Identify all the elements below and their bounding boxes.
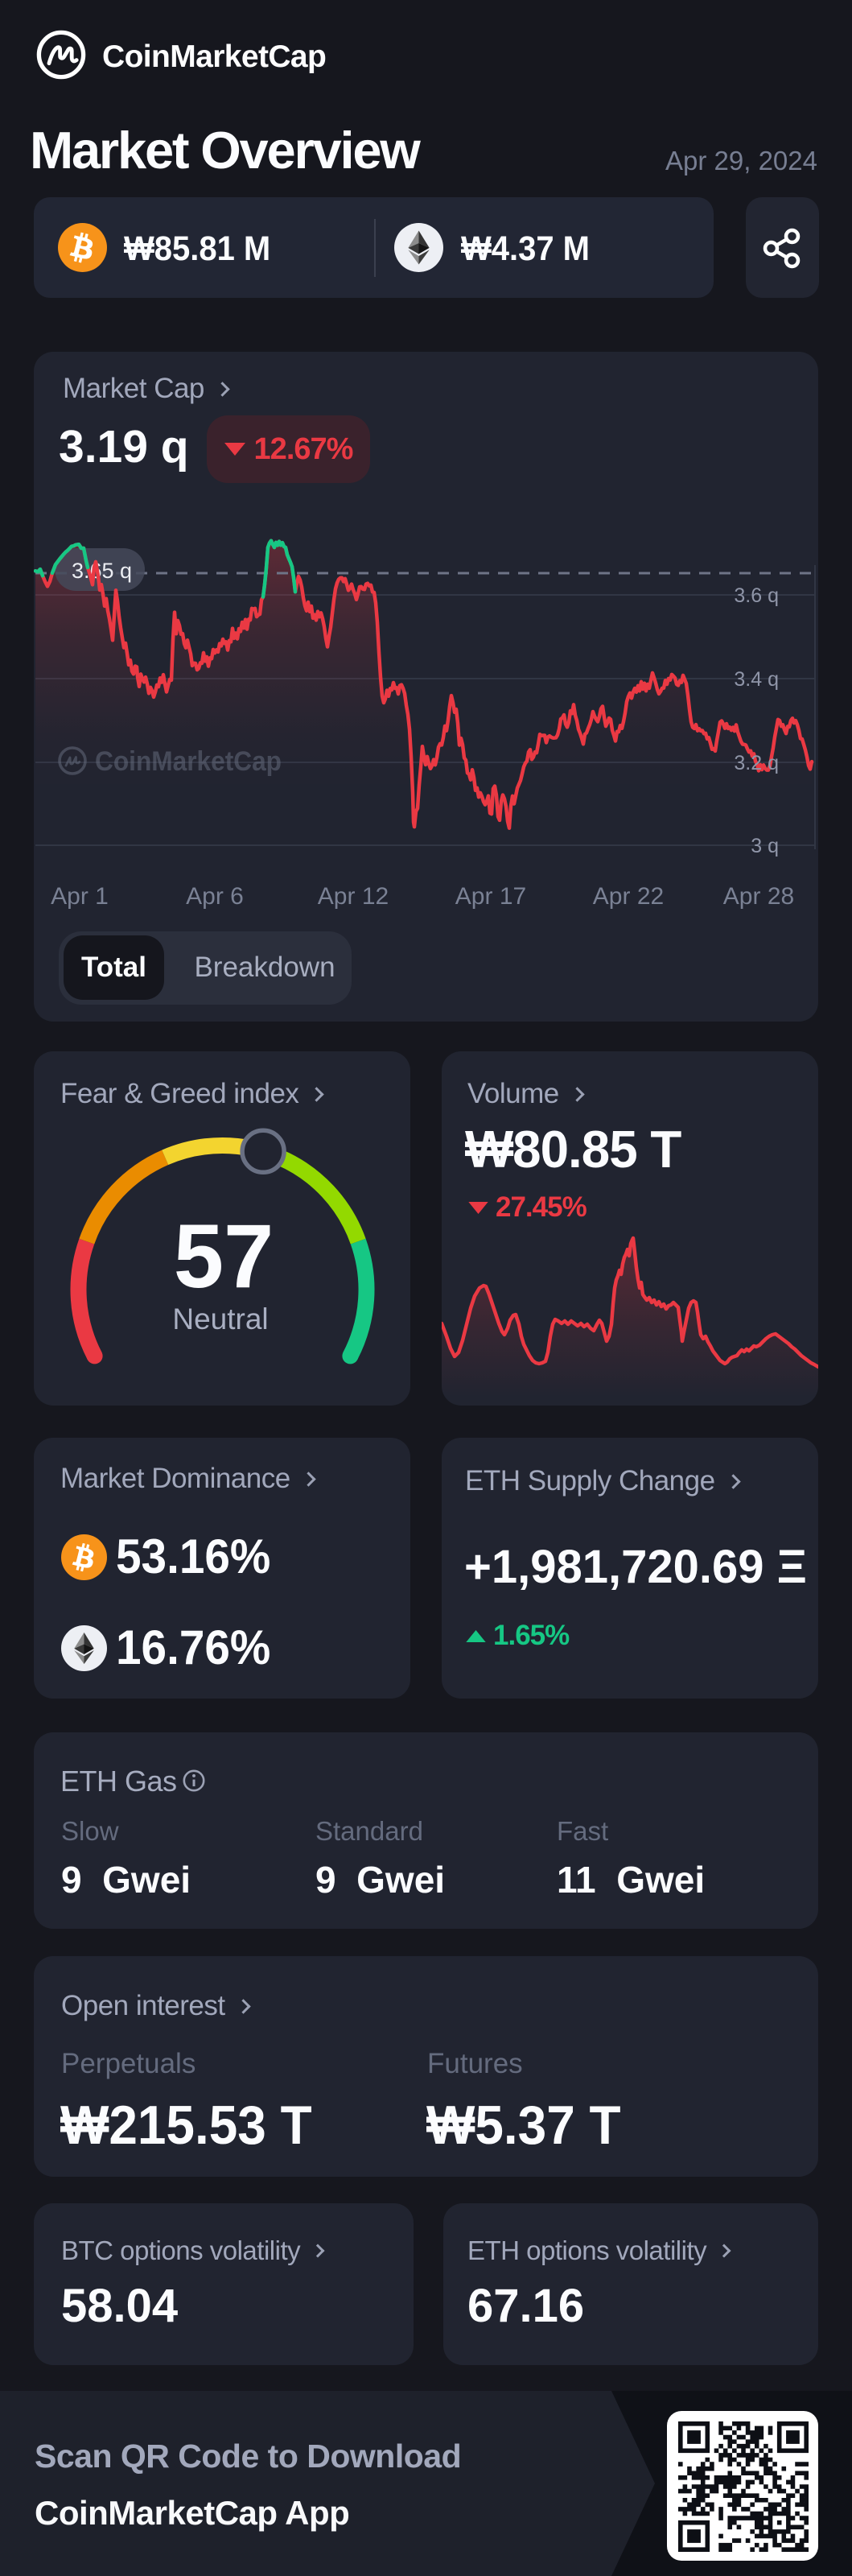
- svg-text:Apr 12: Apr 12: [318, 883, 389, 910]
- svg-text:Apr 28: Apr 28: [723, 883, 794, 910]
- svg-text:3.65 q: 3.65 q: [72, 559, 132, 583]
- svg-text:3.6 q: 3.6 q: [734, 584, 779, 607]
- svg-text:CoinMarketCap: CoinMarketCap: [95, 746, 282, 777]
- svg-text:Apr 6: Apr 6: [186, 883, 244, 910]
- svg-text:3 q: 3 q: [751, 835, 779, 857]
- svg-text:Apr 22: Apr 22: [593, 883, 664, 910]
- svg-text:Apr 1: Apr 1: [51, 883, 109, 910]
- svg-text:57: 57: [174, 1206, 274, 1307]
- svg-text:Neutral: Neutral: [172, 1302, 268, 1335]
- svg-text:Apr 17: Apr 17: [455, 883, 526, 910]
- svg-text:3.4 q: 3.4 q: [734, 668, 779, 691]
- svg-text:3.2 q: 3.2 q: [734, 752, 779, 774]
